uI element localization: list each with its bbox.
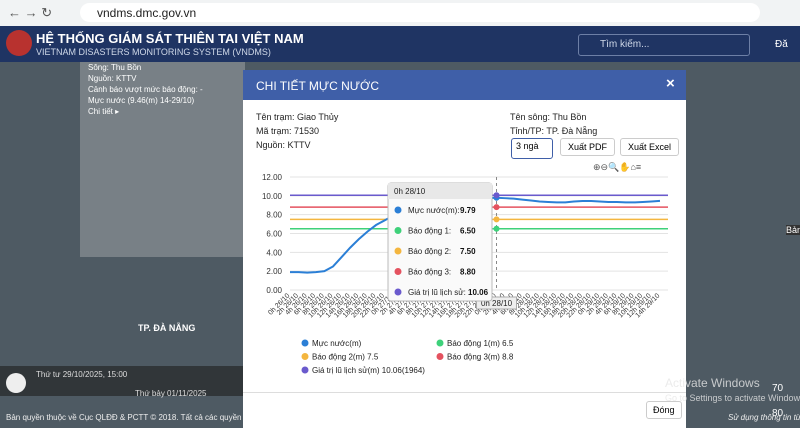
watermark-title: Activate Windows [665, 376, 760, 390]
map-panel [80, 62, 245, 257]
place-label: TP. ĐÀ NẴNG [138, 323, 196, 333]
pdf-button[interactable]: Xuất PDF [560, 138, 616, 156]
tooltip-name: Giá trị lũ lịch sử: [408, 288, 466, 297]
modal-header [243, 70, 686, 100]
search-box[interactable] [578, 34, 750, 56]
logo [6, 30, 32, 56]
tooltip-name: Báo động 2: [408, 247, 451, 256]
crosshair-label: 0h 28/10 [481, 299, 513, 308]
tooltip-name: Báo động 3: [408, 268, 451, 277]
legend-dot [301, 353, 309, 360]
scale-80: 80 [772, 408, 784, 419]
time-end: Thứ bảy 01/11/2025 [135, 389, 207, 398]
watermark-text: Go to Settings to activate Windows. [665, 393, 800, 403]
nav-icons[interactable]: ← → ↻ [8, 5, 53, 20]
excel-button[interactable]: Xuất Excel [620, 138, 680, 156]
y-tick-label: 12.00 [262, 173, 283, 182]
tooltip-box [387, 182, 493, 302]
usage: Sử dụng thông tin từ [728, 413, 800, 422]
legend-dot [301, 339, 309, 347]
tooltip-name: Báo động 1: [408, 227, 451, 236]
tooltip-head [388, 183, 492, 199]
browser-bar: ← → ↻ vndms.dmc.gov.vn [0, 0, 800, 27]
map-info-line: Nguồn: KTTV [88, 74, 137, 83]
tooltip-value: 10.06 [468, 288, 489, 297]
site-subtitle: VIETNAM DISASTERS MONITORING SYSTEM (VND… [36, 47, 271, 57]
tooltip-value: 8.80 [460, 268, 476, 277]
modal-title: CHI TIẾT MỰC NƯỚC [256, 79, 380, 93]
tooltip-value: 7.50 [460, 247, 476, 256]
timeline [0, 366, 243, 396]
tooltip-dot [394, 247, 402, 255]
tooltip-dot [394, 227, 402, 234]
tooltip-title: 0h 28/10 [394, 187, 426, 196]
hover-dot [493, 204, 500, 211]
hover-dot [493, 216, 500, 223]
play-button[interactable] [6, 373, 26, 393]
legend-label: Giá trị lũ lịch sử(m) 10.06(1964) [312, 366, 425, 375]
tooltip-dot [394, 288, 402, 296]
legend-label: Báo động 3(m) 8.8 [447, 353, 514, 362]
site-header: HỆ THỐNG GIÁM SÁT THIÊN TAI VIỆT NAM VIE… [0, 26, 800, 62]
station-code: Mã trạm: 71530 [256, 126, 320, 136]
tooltip-value: 6.50 [460, 227, 476, 236]
y-tick-label: 0.00 [266, 286, 282, 295]
close-button[interactable]: Đóng [646, 401, 682, 419]
y-tick-label: 6.00 [266, 230, 282, 239]
url: vndms.dmc.gov.vn [97, 6, 197, 20]
legend-dot [436, 353, 444, 360]
side-label: Bản [786, 225, 800, 235]
legend-label: Mực nước(m) [312, 339, 362, 348]
y-tick-label: 10.00 [262, 192, 283, 201]
search-placeholder: Tìm kiếm... [600, 39, 650, 50]
river: Tên sông: Thu Bồn [510, 112, 587, 122]
tooltip-dot [394, 268, 402, 275]
range-select[interactable]: 3 ngà [511, 138, 553, 159]
map-info-line: Sông: Thu Bồn [88, 63, 142, 72]
scale-70: 70 [772, 383, 784, 394]
legend-dot [436, 339, 444, 347]
tooltip-name: Mực nước(m): [408, 206, 460, 215]
time-current: Thứ tư 29/10/2025, 15:00 [36, 370, 128, 379]
y-tick-label: 8.00 [266, 211, 282, 220]
tooltip-value: 9.79 [460, 206, 476, 215]
url-box[interactable] [80, 3, 760, 22]
station: Tên trạm: Giao Thủy [256, 112, 339, 122]
hover-dot [493, 192, 500, 199]
copyright: Bản quyền thuộc về Cục QLĐĐ & PCTT © 201… [6, 413, 263, 422]
legend-dot [301, 366, 309, 374]
tooltip-dot [394, 206, 402, 214]
login[interactable]: Đă [775, 39, 788, 50]
legend-label: Báo động 1(m) 6.5 [447, 339, 514, 348]
map-info-line: Cảnh báo vượt mức báo động: - [88, 85, 203, 94]
source: Nguồn: KTTV [256, 140, 311, 150]
y-tick-label: 4.00 [266, 248, 282, 257]
modal-footer-line [243, 392, 686, 393]
hover-dot [493, 225, 500, 232]
y-tick-label: 2.00 [266, 267, 282, 276]
chart-toolbar[interactable]: ⊕⊖🔍✋⌂≡ [593, 162, 642, 172]
province: Tỉnh/TP: TP. Đà Nẵng [510, 126, 598, 136]
site-title: HỆ THỐNG GIÁM SÁT THIÊN TAI VIỆT NAM [36, 31, 304, 46]
map-info: Sông: Thu Bồn Nguồn: KTTV Cảnh báo vượt mứ… [88, 62, 203, 117]
map-info-line: Mực nước (9.46(m) 14-29/10) [88, 96, 195, 105]
map-info-line: Chi tiết ▸ [88, 107, 120, 116]
modal-close[interactable]: × [666, 75, 675, 92]
legend-label: Báo động 2(m) 7.5 [312, 353, 379, 362]
